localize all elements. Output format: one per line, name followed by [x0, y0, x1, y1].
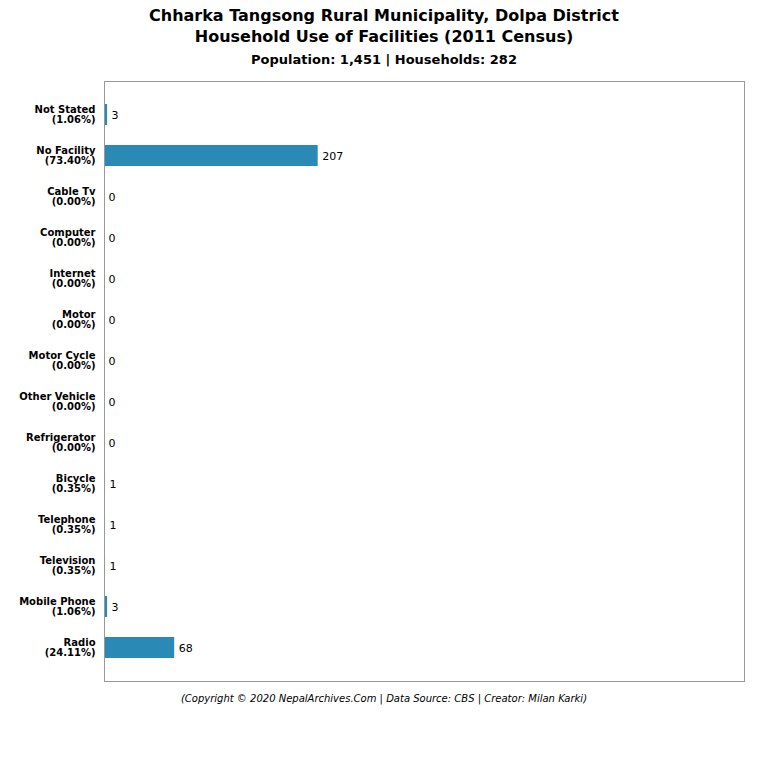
html-text:Chharka Tangsong Rural Municip: Chharka Tangsong Rural Municipality, Dol… — [149, 6, 619, 46]
svg-text:1: 1 — [110, 477, 117, 490]
svg-text:Other Vehicle(0.00%): Other Vehicle(0.00%) — [19, 391, 95, 412]
svg-text:0: 0 — [109, 231, 116, 244]
svg-text:3: 3 — [112, 108, 119, 121]
svg-text:Motor Cycle(0.00%): Motor Cycle(0.00%) — [29, 350, 96, 371]
svg-text:Cable Tv(0.00%): Cable Tv(0.00%) — [47, 186, 96, 207]
svg-text:Bicycle(0.35%): Bicycle(0.35%) — [52, 473, 96, 494]
html-text:(Copyright © 2020 NepalArchive: (Copyright © 2020 NepalArchives.Com | Da… — [180, 692, 588, 704]
svg-text:No Facility(73.40%): No Facility(73.40%) — [36, 145, 96, 166]
svg-text:0: 0 — [109, 354, 116, 367]
svg-text:0: 0 — [109, 190, 116, 203]
svg-text:207: 207 — [322, 149, 343, 162]
svg-text:Motor(0.00%): Motor(0.00%) — [52, 309, 96, 330]
svg-text:3: 3 — [112, 600, 119, 613]
svg-text:68: 68 — [179, 641, 193, 654]
svg-text:0: 0 — [109, 395, 116, 408]
svg-text:Internet(0.00%): Internet(0.00%) — [49, 268, 95, 289]
svg-text:0: 0 — [109, 272, 116, 285]
html-text:Population: 1,451 | Households: Population: 1,451 | Households: 282 — [251, 51, 517, 67]
svg-text:Radio(24.11%): Radio(24.11%) — [45, 637, 96, 658]
svg-text:1: 1 — [110, 518, 117, 531]
svg-text:Television(0.35%): Television(0.35%) — [40, 555, 96, 576]
svg-text:1: 1 — [110, 559, 117, 572]
svg-text:Refrigerator(0.00%): Refrigerator(0.00%) — [26, 432, 95, 453]
svg-text:0: 0 — [109, 313, 116, 326]
svg-text:Computer(0.00%): Computer(0.00%) — [40, 227, 95, 248]
svg-text:0: 0 — [109, 436, 116, 449]
svg-text:Telephone(0.35%): Telephone(0.35%) — [38, 514, 96, 535]
svg-text:Mobile Phone(1.06%): Mobile Phone(1.06%) — [19, 596, 96, 617]
svg-text:Not Stated(1.06%): Not Stated(1.06%) — [35, 104, 96, 125]
